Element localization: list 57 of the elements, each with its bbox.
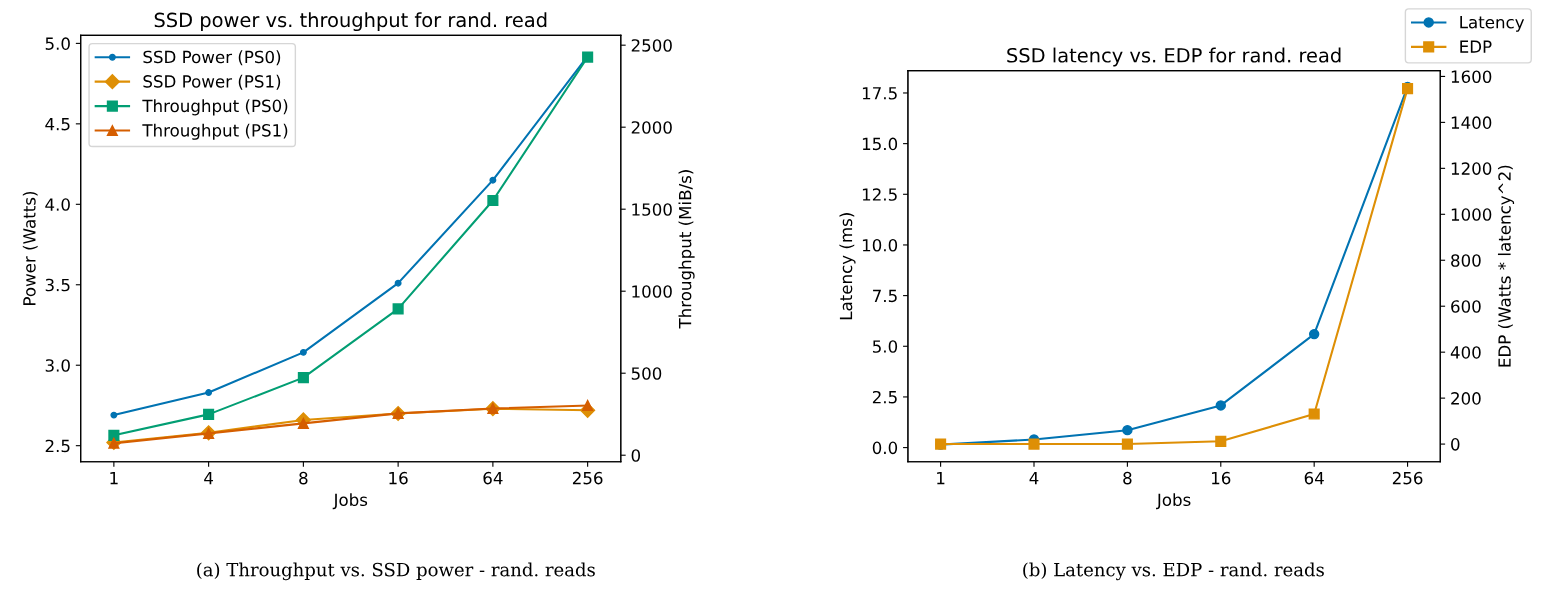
y-tick-label: 4.5 <box>45 118 70 131</box>
y-tick-label: 3.0 <box>45 359 70 372</box>
y2-tick-label: 200 <box>1451 392 1481 405</box>
x-tick-label: 256 <box>1392 471 1423 485</box>
y-tick-label: 7.5 <box>873 289 897 303</box>
y-axis-title: Latency (ms) <box>839 213 856 320</box>
y-tick-label: 12.5 <box>862 188 897 201</box>
y2-tick-label: 2000 <box>631 121 672 134</box>
legend-label: SSD Power (PS0) <box>143 50 281 66</box>
y-tick-label: 2.5 <box>45 439 70 453</box>
legend-label: Throughput (PS0) <box>142 99 288 116</box>
x-tick-label: 256 <box>572 471 603 485</box>
legend-label: Latency <box>1460 16 1525 32</box>
y2-tick-label: 0 <box>631 449 641 462</box>
y2-tick-label: 1000 <box>1451 208 1492 221</box>
y-tick-label: 2.5 <box>872 390 897 404</box>
y2-tick-label: 400 <box>1450 346 1481 359</box>
legend-label: SSD Power (PS1) <box>143 74 281 90</box>
y2-tick-label: 1200 <box>1451 162 1492 175</box>
x-tick-label: 64 <box>1304 471 1324 485</box>
chart-title: SSD latency vs. EDP for rand. read <box>1007 47 1341 67</box>
text: (a) Throughput vs. SSD power - rand. reads <box>197 562 595 581</box>
y-tick-label: 4.0 <box>45 198 70 211</box>
y2-tick-label: 0 <box>1451 438 1460 451</box>
y2-tick-label: 500 <box>631 367 662 380</box>
x-tick-label: 16 <box>389 471 408 485</box>
x-tick-label: 16 <box>1212 471 1231 485</box>
x-tick-label: 1 <box>937 472 945 485</box>
legend-label: Throughput (PS1) <box>142 123 288 140</box>
x-tick-label: 1 <box>110 472 118 485</box>
y-tick-label: 0.0 <box>872 441 898 455</box>
x-tick-label: 64 <box>483 471 503 485</box>
legend-label: EDP <box>1460 40 1492 53</box>
y-tick-label: 17.5 <box>862 87 897 100</box>
y2-tick-label: 1000 <box>632 285 672 298</box>
x-axis-title: Jobs <box>332 493 368 510</box>
chart-title: SSD power vs. throughput for rand. read <box>154 12 547 32</box>
y2-tick-label: 600 <box>1451 300 1481 313</box>
y-tick-label: 5.0 <box>872 340 898 353</box>
y-tick-label: 15.0 <box>862 137 898 151</box>
y2-axis-title: EDP (Watts * latency^2) <box>1497 165 1515 367</box>
x-tick-label: 8 <box>299 471 308 485</box>
y-tick-label: 10.0 <box>862 238 898 252</box>
y2-axis-title: Throughput (MiB/s) <box>678 170 695 329</box>
y-axis-title: Power (Watts) <box>22 191 38 305</box>
y2-tick-label: 1500 <box>632 203 672 216</box>
y2-tick-label: 1600 <box>1451 70 1492 83</box>
y-tick-label: 3.5 <box>45 278 70 292</box>
x-tick-label: 4 <box>1029 472 1039 485</box>
x-tick-label: 8 <box>1123 471 1132 485</box>
y2-tick-label: 800 <box>1451 254 1481 267</box>
x-axis-title: Jobs <box>1156 493 1191 510</box>
y-tick-label: 5.0 <box>45 37 70 50</box>
text: (b) Latency vs. EDP - rand. reads <box>1023 562 1324 581</box>
y2-tick-label: 1400 <box>1451 116 1492 129</box>
x-tick-label: 4 <box>204 472 213 485</box>
y2-tick-label: 2500 <box>631 39 672 52</box>
